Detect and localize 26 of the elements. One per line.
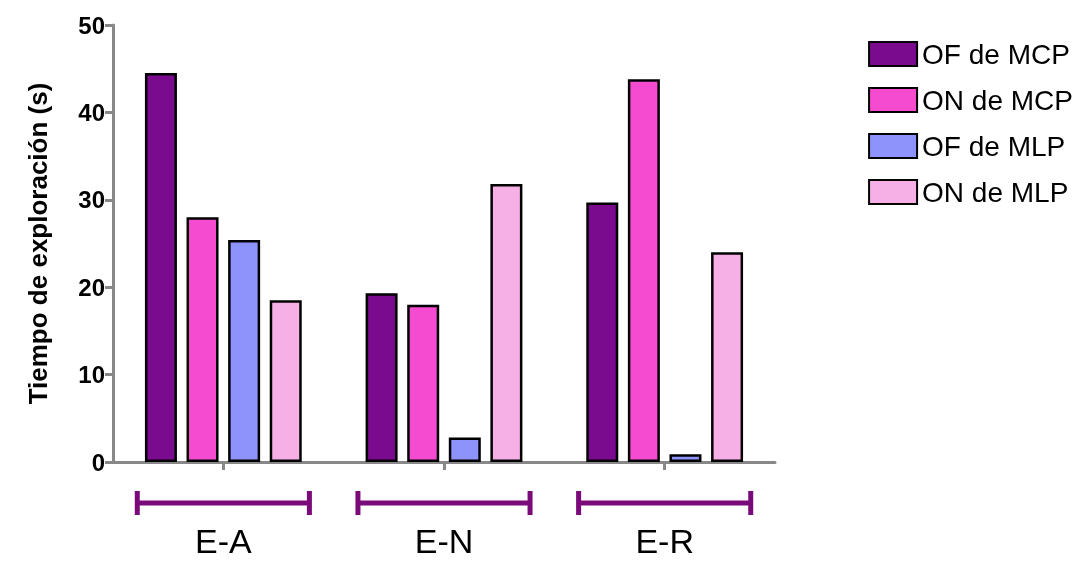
bar xyxy=(669,454,702,462)
bar xyxy=(407,304,440,462)
bar xyxy=(711,252,744,462)
bar xyxy=(627,79,660,462)
y-tick-label: 30 xyxy=(78,186,105,214)
legend-label: ON de MCP xyxy=(922,84,1074,116)
y-tick-label: 0 xyxy=(91,448,105,476)
bar xyxy=(269,300,302,462)
y-tick-label: 10 xyxy=(78,361,105,389)
y-tick-label: 50 xyxy=(78,11,105,39)
legend-label: OF de MLP xyxy=(922,130,1066,162)
bar xyxy=(448,437,481,462)
y-tick-label: 20 xyxy=(78,273,105,301)
x-tick-label: E-N xyxy=(414,522,474,560)
bar xyxy=(186,217,219,462)
bar xyxy=(490,184,523,462)
legend-label: ON de MLP xyxy=(922,176,1069,208)
bar xyxy=(586,202,619,462)
legend-label: OF de MCP xyxy=(922,38,1070,70)
x-tick-label: E-A xyxy=(194,522,252,560)
y-tick-label: 40 xyxy=(78,98,105,126)
bar xyxy=(144,73,177,462)
bar xyxy=(228,240,261,462)
bar xyxy=(365,293,398,462)
y-axis-title: Tiempo de exploración (s) xyxy=(23,82,53,405)
x-tick-label: E-R xyxy=(635,522,694,560)
